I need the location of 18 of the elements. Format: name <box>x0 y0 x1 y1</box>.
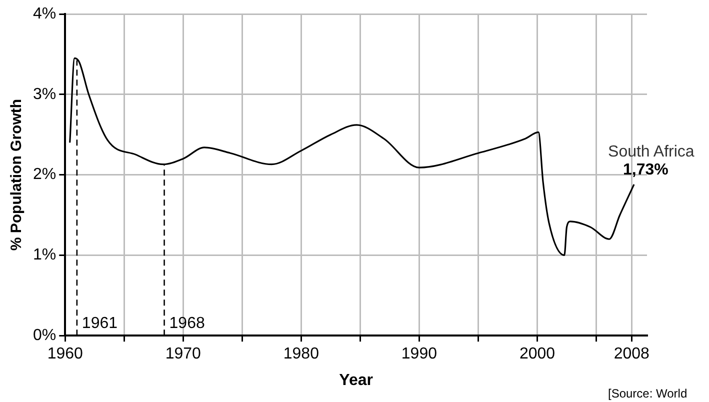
x-tick-label: 2008 <box>614 346 650 363</box>
x-tick-label: 1980 <box>283 346 320 363</box>
x-tick-label: 2000 <box>519 346 556 363</box>
x-tick-label: 1990 <box>401 346 438 363</box>
annotation: South Africa <box>608 143 694 160</box>
ref-line-label: 1968 <box>169 315 205 332</box>
y-tick-label: 2% <box>33 166 56 184</box>
x-axis-title: Year <box>339 372 373 389</box>
x-tick-label: 1960 <box>47 346 84 363</box>
text: [Source: World <box>608 386 688 400</box>
y-tick-label: 4% <box>33 5 56 22</box>
annotation: 1,73% <box>623 161 668 178</box>
y-tick-label: 1% <box>33 246 56 264</box>
x-tick-label: 1970 <box>165 346 202 363</box>
y-tick-label: 3% <box>33 86 56 103</box>
ref-line-label: 1961 <box>82 315 118 332</box>
y-tick-label: 0% <box>33 327 56 344</box>
y-axis-title: % Population Growth <box>8 98 26 251</box>
